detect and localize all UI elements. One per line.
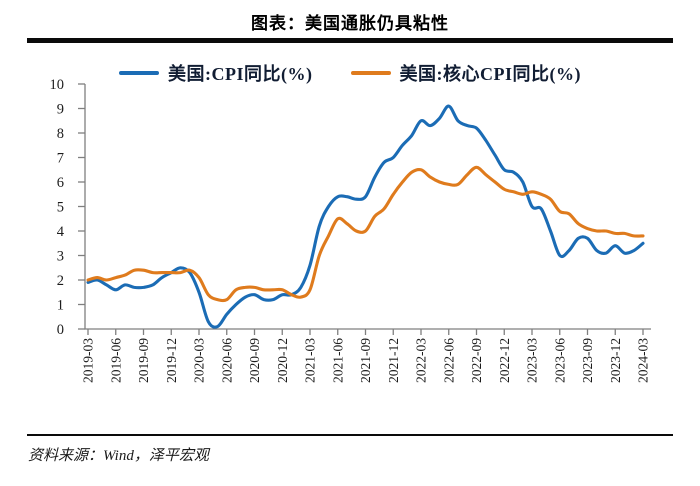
x-tick-label: 2019-12 (164, 338, 179, 383)
core-cpi-line (86, 165, 645, 303)
x-tick-label: 2020-06 (219, 338, 234, 383)
chart-title: 图表：美国通胀仍具粘性 (251, 14, 449, 33)
x-tick-label: 2022-06 (441, 338, 456, 383)
x-tick-label: 2021-03 (303, 338, 318, 383)
legend-label-cpi: 美国:CPI同比(%) (168, 64, 313, 84)
x-tick-label: 2022-12 (497, 338, 512, 383)
cpi-line-swatch (119, 71, 160, 75)
legend-label-core-cpi: 美国:核心CPI同比(%) (399, 64, 581, 84)
y-tick-label: 1 (57, 298, 64, 314)
y-tick-label: 2 (57, 273, 64, 289)
x-tick-label: 2023-06 (552, 338, 567, 383)
y-tick-label: 8 (57, 126, 64, 142)
x-tick-label: 2023-09 (580, 338, 595, 383)
y-tick-label: 7 (57, 151, 64, 167)
x-tick-label: 2024-03 (636, 338, 651, 383)
x-tick-label: 2021-09 (358, 338, 373, 383)
x-tick-label: 2020-09 (247, 338, 262, 383)
axes (84, 84, 651, 330)
cpi-line (86, 104, 645, 329)
x-tick-label: 2020-12 (275, 338, 290, 383)
y-tick-label: 6 (57, 175, 64, 191)
x-tick-label: 2019-09 (136, 338, 151, 383)
footer-rule (27, 434, 673, 436)
y-tick-label: 5 (57, 200, 64, 216)
y-tick-label: 4 (57, 224, 65, 240)
legend-item-cpi: 美国:CPI同比(%) (119, 60, 312, 86)
x-tick-label: 2019-03 (81, 338, 96, 383)
header-rule (27, 38, 673, 43)
x-tick-label: 2022-09 (469, 338, 484, 383)
x-tick-label: 2022-03 (414, 338, 429, 383)
y-tick-label: 9 (57, 102, 64, 118)
x-tick-label: 2023-12 (608, 338, 623, 383)
core-cpi-line-swatch (350, 71, 391, 75)
y-tick-label: 3 (57, 249, 64, 265)
y-tick-label: 0 (57, 322, 64, 338)
legend-item-core-cpi: 美国:核心CPI同比(%) (350, 60, 581, 86)
chart-legend: 美国:CPI同比(%) 美国:核心CPI同比(%) (0, 60, 700, 86)
y-tick-label: 10 (50, 77, 65, 93)
source-note: 资料来源：Wind，泽平宏观 (28, 448, 209, 464)
x-tick-label: 2023-03 (525, 338, 540, 383)
x-tick-label: 2020-03 (192, 338, 207, 383)
x-tick-label: 2019-06 (108, 338, 123, 383)
x-tick-label: 2021-06 (330, 338, 345, 383)
x-tick-label: 2021-12 (386, 338, 401, 383)
